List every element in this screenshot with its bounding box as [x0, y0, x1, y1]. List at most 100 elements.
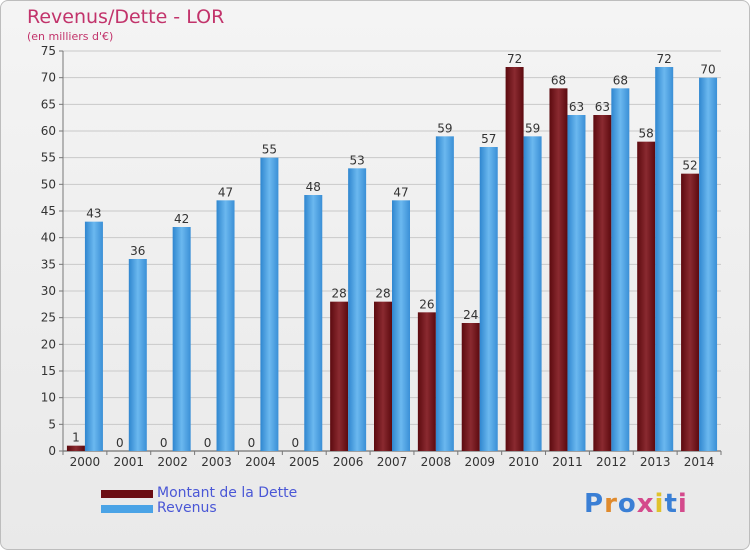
revenue-bar [479, 147, 498, 451]
debt-bar [505, 67, 524, 451]
y-tick-label: 30 [41, 284, 56, 298]
data-label: 63 [595, 100, 610, 114]
revenue-bar [128, 259, 147, 451]
revenue-bar [84, 221, 103, 451]
y-tick-label: 5 [48, 417, 56, 431]
data-label: 52 [682, 159, 697, 173]
revenue-bar [348, 168, 367, 452]
y-tick-label: 40 [41, 231, 56, 245]
chart-title: Revenus/Dette - LOR [27, 6, 225, 28]
data-label: 47 [393, 185, 408, 199]
x-tick-label: 2009 [464, 455, 495, 469]
debt-bar [681, 173, 700, 451]
data-labels: 1 43 0 36 0 42 0 47 0 55 0 48 28 53 28 47 26 59 24 57 72 59 68… [72, 52, 716, 450]
debt-bar [461, 323, 480, 451]
logo-letter: i [654, 489, 665, 519]
legend-label-revenue: Revenus [157, 500, 217, 516]
logo-letter: r [604, 489, 618, 519]
revenue-bar [655, 67, 674, 451]
logo-letter: o [617, 489, 637, 519]
data-label: 26 [419, 297, 434, 311]
data-label: 58 [639, 127, 654, 141]
data-label: 68 [613, 73, 628, 87]
y-tick-label: 55 [41, 151, 56, 165]
legend-label-debt: Montant de la Dette [157, 485, 298, 501]
data-label: 0 [248, 436, 256, 450]
data-label: 63 [569, 100, 584, 114]
data-label: 36 [130, 244, 145, 258]
y-tick-label: 60 [41, 124, 56, 138]
data-label: 53 [349, 153, 364, 167]
data-label: 1 [72, 431, 80, 445]
x-tick-label: 2006 [333, 455, 364, 469]
debt-bar [549, 88, 568, 451]
revenue-bar [260, 157, 279, 451]
x-tick-label: 2012 [596, 455, 627, 469]
data-label: 0 [116, 436, 124, 450]
logo-letter: i [677, 489, 688, 519]
revenue-bar [392, 200, 410, 451]
y-tick-label: 25 [41, 311, 56, 325]
data-label: 0 [204, 436, 212, 450]
data-label: 48 [306, 180, 321, 194]
revenue-bar [567, 115, 586, 451]
y-axis-ticks: 0 5 10 15 20 25 30 35 40 45 50 55 60 65 70 75 [41, 44, 64, 458]
data-label: 42 [174, 212, 189, 226]
y-tick-label: 65 [41, 97, 56, 111]
debt-bar [593, 115, 612, 451]
revenue-bar [172, 227, 191, 451]
debt-bar [66, 445, 85, 451]
y-tick-label: 15 [41, 364, 56, 378]
logo-letter: x [636, 489, 655, 519]
y-tick-label: 75 [41, 44, 56, 58]
y-tick-label: 70 [41, 71, 56, 85]
y-tick-label: 35 [41, 257, 56, 271]
revenue-bar [304, 195, 323, 451]
data-label: 59 [437, 121, 452, 135]
x-tick-label: 2000 [70, 455, 101, 469]
legend-swatch-debt [101, 490, 153, 498]
y-tick-label: 50 [41, 177, 56, 191]
data-label: 24 [463, 308, 478, 322]
x-tick-label: 2008 [421, 455, 452, 469]
data-label: 55 [262, 143, 277, 157]
debt-bar [417, 312, 436, 451]
revenue-bar [699, 77, 718, 452]
data-label: 0 [291, 436, 299, 450]
x-tick-label: 2007 [377, 455, 408, 469]
proxiti-logo: Proxiti [584, 489, 688, 519]
x-tick-label: 2002 [157, 455, 188, 469]
y-tick-label: 10 [41, 391, 56, 405]
x-tick-label: 2014 [684, 455, 715, 469]
data-label: 43 [86, 207, 101, 221]
debt-bar [330, 301, 349, 451]
revenue-bar [611, 88, 630, 451]
debt-bar [374, 301, 392, 451]
legend-swatch-revenue [101, 505, 153, 513]
data-label: 28 [331, 287, 346, 301]
x-axis-ticks: 2000 2001 2002 2003 2004 2005 2006 2007 2008 2009… [62, 451, 722, 469]
data-label: 59 [525, 121, 540, 135]
data-label: 68 [551, 73, 566, 87]
debt-bar [637, 141, 656, 451]
x-tick-label: 2013 [640, 455, 671, 469]
data-label: 57 [481, 132, 496, 146]
logo-letter: P [584, 489, 605, 519]
data-label: 72 [657, 52, 672, 66]
data-label: 0 [160, 436, 168, 450]
y-tick-label: 0 [48, 444, 56, 458]
chart-subtitle: (en milliers d'€) [27, 30, 114, 43]
x-tick-label: 2010 [508, 455, 539, 469]
bars [66, 67, 718, 452]
logo-letter: t [664, 489, 678, 519]
x-tick-label: 2004 [245, 455, 276, 469]
y-tick-label: 20 [41, 337, 56, 351]
data-label: 28 [375, 287, 390, 301]
x-tick-label: 2001 [114, 455, 145, 469]
revenue-bar [523, 136, 542, 452]
data-label: 72 [507, 52, 522, 66]
data-label: 70 [700, 63, 715, 77]
data-label: 47 [218, 185, 233, 199]
